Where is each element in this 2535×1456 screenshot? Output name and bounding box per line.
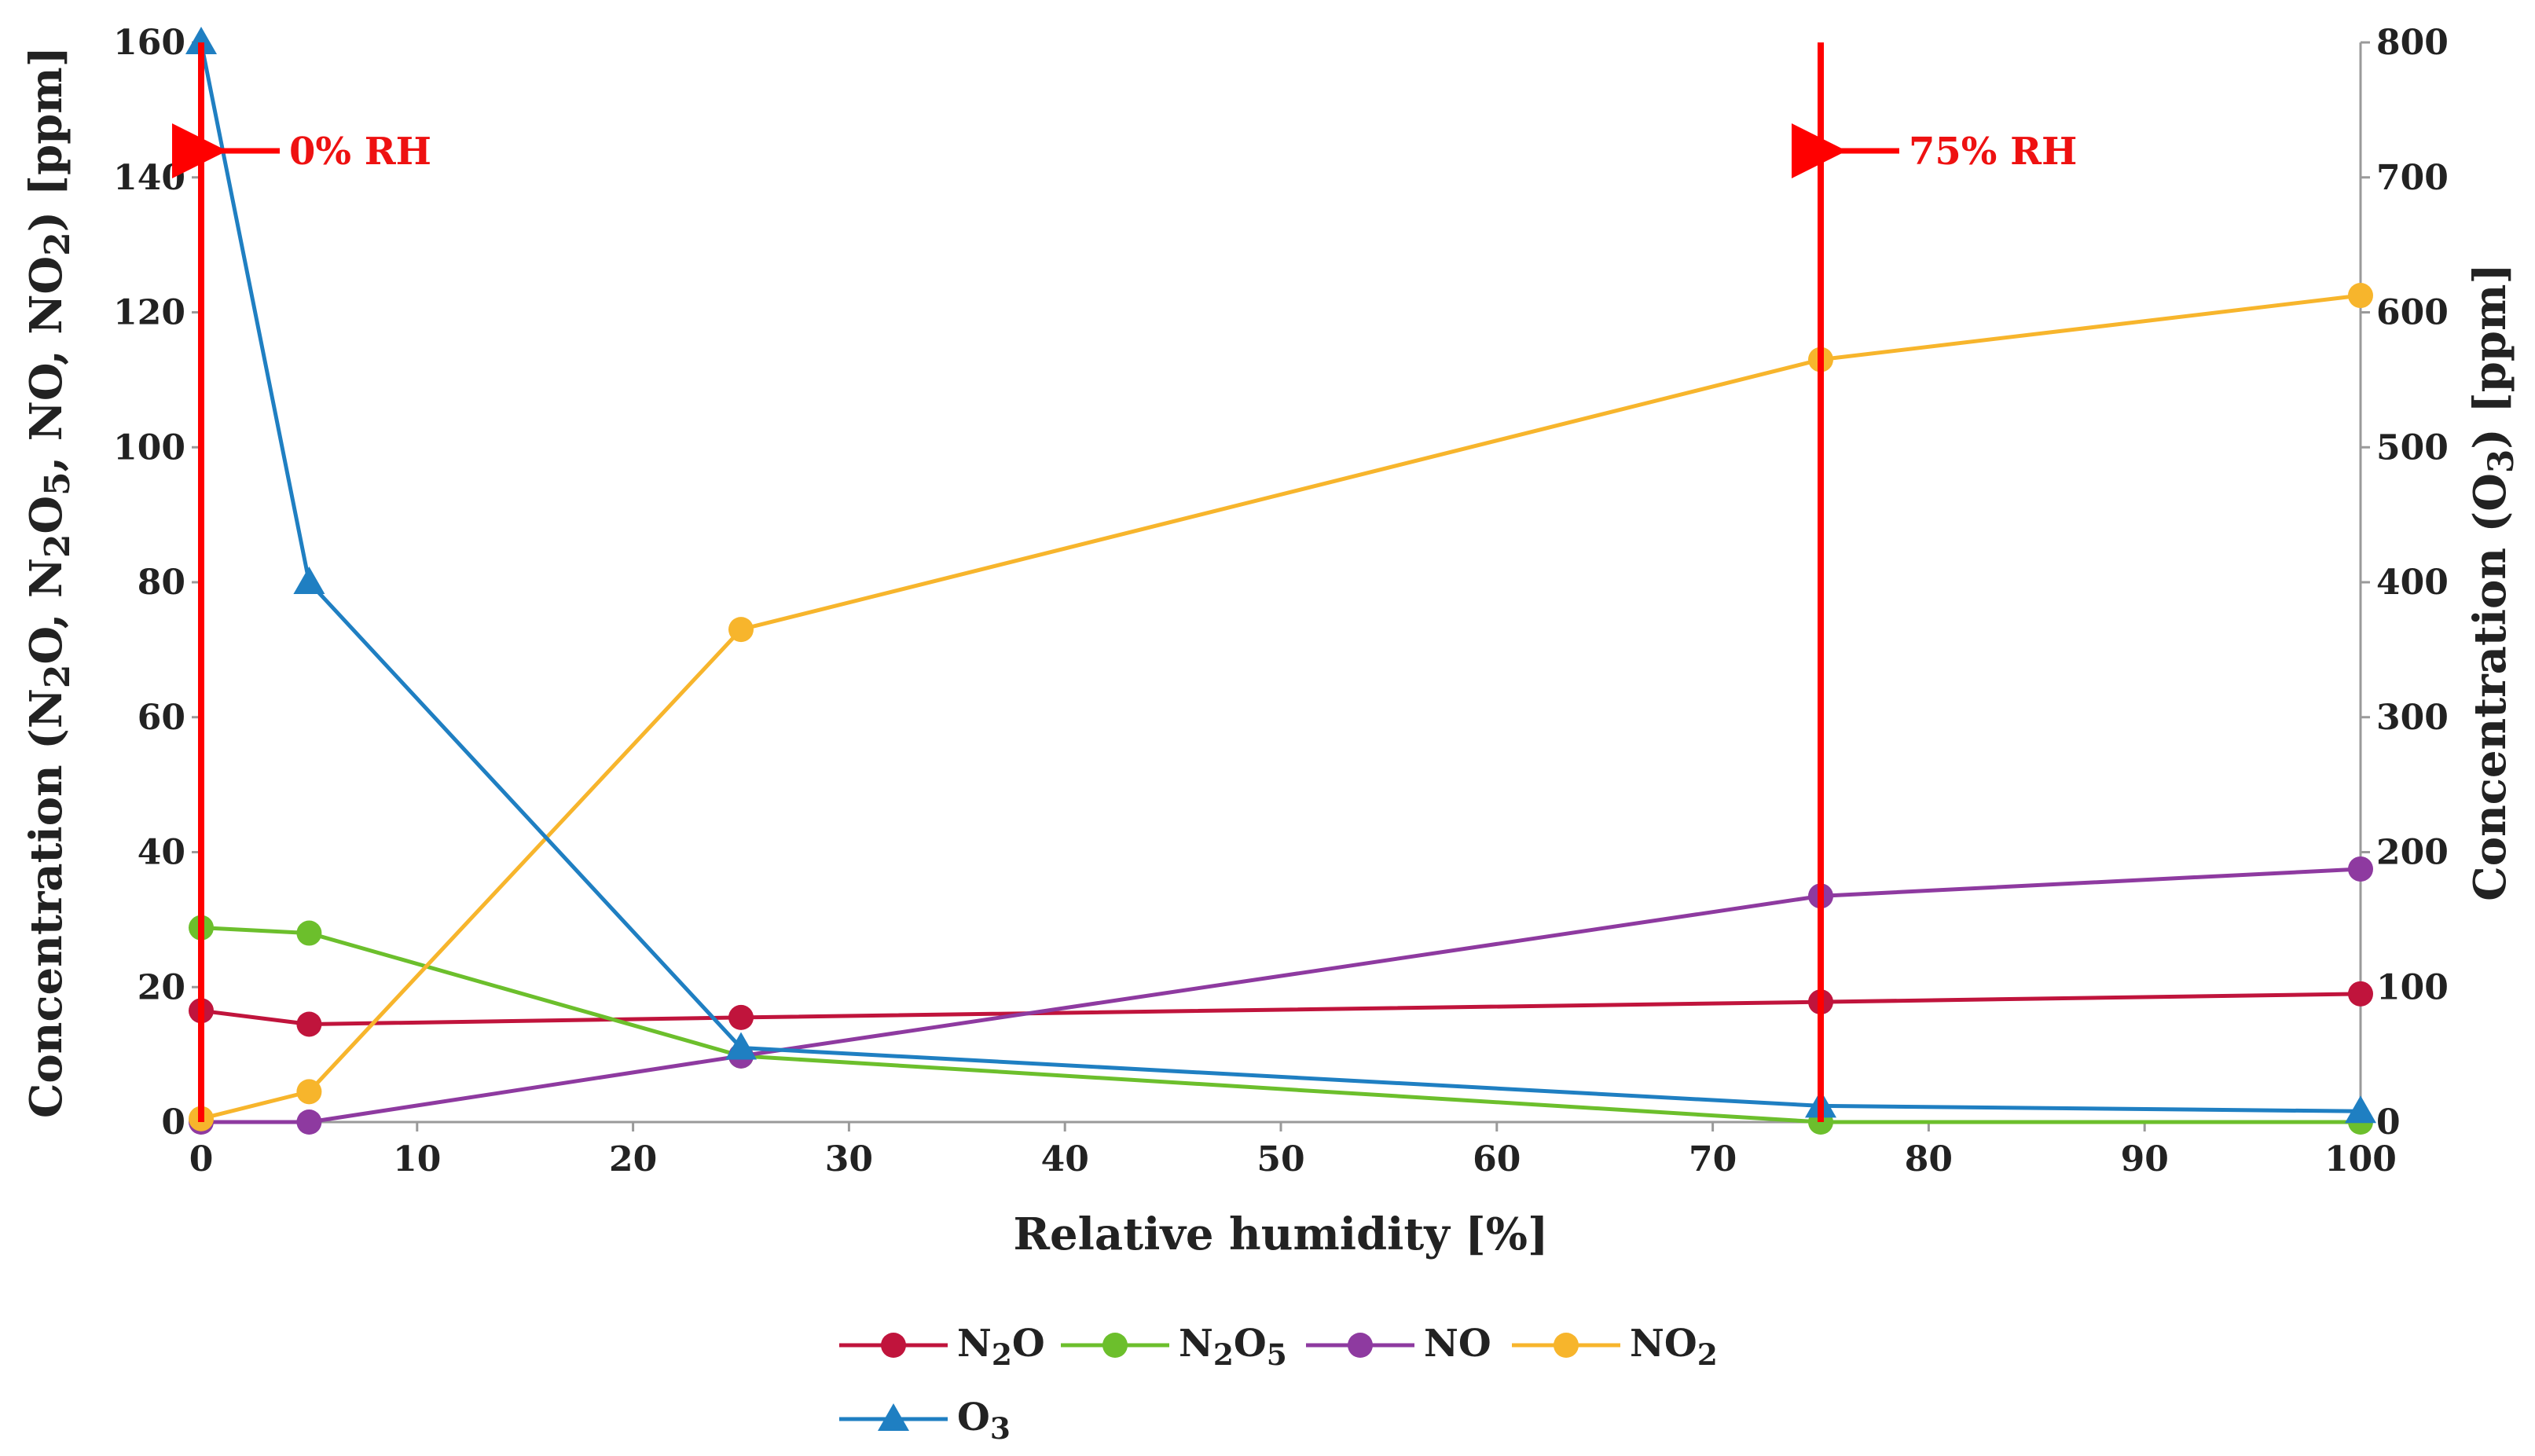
x-tick-label: 60 bbox=[1473, 1139, 1521, 1179]
y-right-tick-label: 400 bbox=[2376, 563, 2449, 603]
legend-swatch-marker bbox=[1102, 1333, 1128, 1358]
data-point bbox=[2348, 981, 2373, 1007]
x-tick-label: 10 bbox=[393, 1139, 441, 1179]
series-line bbox=[200, 926, 2361, 1124]
annotation-label: 0% RH bbox=[289, 130, 431, 174]
data-point bbox=[2348, 283, 2373, 309]
x-tick-label: 50 bbox=[1256, 1139, 1304, 1179]
y-left-tick-label: 120 bbox=[113, 293, 185, 333]
data-point bbox=[296, 1079, 322, 1105]
data-point bbox=[296, 920, 322, 946]
series-line bbox=[199, 42, 2361, 1113]
x-tick-label: 80 bbox=[1905, 1139, 1953, 1179]
y-right-tick-label: 100 bbox=[2376, 967, 2449, 1007]
x-tick-label: 0 bbox=[189, 1139, 214, 1179]
x-tick-label: 90 bbox=[2121, 1139, 2169, 1179]
series-line bbox=[200, 992, 2361, 1026]
series-group bbox=[185, 27, 2376, 1135]
x-tick-label: 20 bbox=[609, 1139, 657, 1179]
y-right-tick-label: 700 bbox=[2376, 158, 2449, 198]
data-point bbox=[296, 1011, 322, 1037]
x-tick-label: 30 bbox=[825, 1139, 873, 1179]
data-point bbox=[2348, 856, 2373, 882]
x-tick-label: 100 bbox=[2324, 1139, 2397, 1179]
y-left-tick-label: 0 bbox=[161, 1102, 185, 1142]
y-right-tick-label: 800 bbox=[2376, 23, 2449, 63]
legend-label: NO2 bbox=[1630, 1322, 1718, 1372]
y-right-axis-title: Concentration (O3) [ppm] bbox=[2464, 263, 2522, 901]
data-point bbox=[296, 1109, 322, 1135]
legend: N2O N2O5 NO NO2 O3 bbox=[839, 1322, 1718, 1446]
legend-swatch-marker bbox=[1554, 1333, 1579, 1358]
x-tick-label: 70 bbox=[1689, 1139, 1737, 1179]
annotations-group: 0% RH 75% RH bbox=[172, 42, 2077, 1122]
y-left-tick-label: 100 bbox=[113, 427, 185, 468]
y-left-tick-label: 40 bbox=[138, 833, 185, 873]
y-left-tick-label: 80 bbox=[138, 563, 185, 603]
data-point-triangle bbox=[2345, 1095, 2376, 1124]
y-right-tick-label: 600 bbox=[2376, 293, 2449, 333]
data-point-triangle bbox=[725, 1032, 757, 1060]
legend-swatch-marker bbox=[881, 1333, 906, 1358]
y-right-tick-label: 200 bbox=[2376, 833, 2449, 873]
legend-label: N2O5 bbox=[1179, 1322, 1287, 1372]
data-point bbox=[728, 1004, 754, 1030]
y-left-axis-title: Concentration (N2O, N2O5, NO, NO2) [ppm] bbox=[20, 46, 78, 1118]
y-right-tick-label: 0 bbox=[2376, 1102, 2401, 1142]
legend-label: NO bbox=[1424, 1322, 1491, 1366]
legend-label: O3 bbox=[957, 1395, 1011, 1446]
y-left-tick-label: 20 bbox=[138, 967, 185, 1007]
legend-swatch-marker bbox=[1348, 1333, 1373, 1358]
legend-label: N2O bbox=[957, 1322, 1045, 1372]
axes-group: 0 10 20 30 40 50 60 70 80 90 100020406080100120140… bbox=[20, 23, 2522, 1260]
y-left-tick-label: 160 bbox=[113, 23, 185, 63]
data-point-triangle bbox=[293, 567, 325, 594]
legend-swatch-marker bbox=[878, 1403, 909, 1431]
annotation-label: 75% RH bbox=[1909, 130, 2077, 174]
y-left-tick-label: 60 bbox=[138, 698, 185, 738]
x-axis-title: Relative humidity [%] bbox=[1013, 1208, 1548, 1260]
x-tick-label: 40 bbox=[1041, 1139, 1089, 1179]
y-right-tick-label: 500 bbox=[2376, 427, 2449, 468]
data-point-triangle bbox=[185, 27, 217, 54]
y-right-tick-label: 300 bbox=[2376, 698, 2449, 738]
data-point bbox=[728, 617, 754, 643]
y-left-tick-label: 140 bbox=[113, 158, 185, 198]
